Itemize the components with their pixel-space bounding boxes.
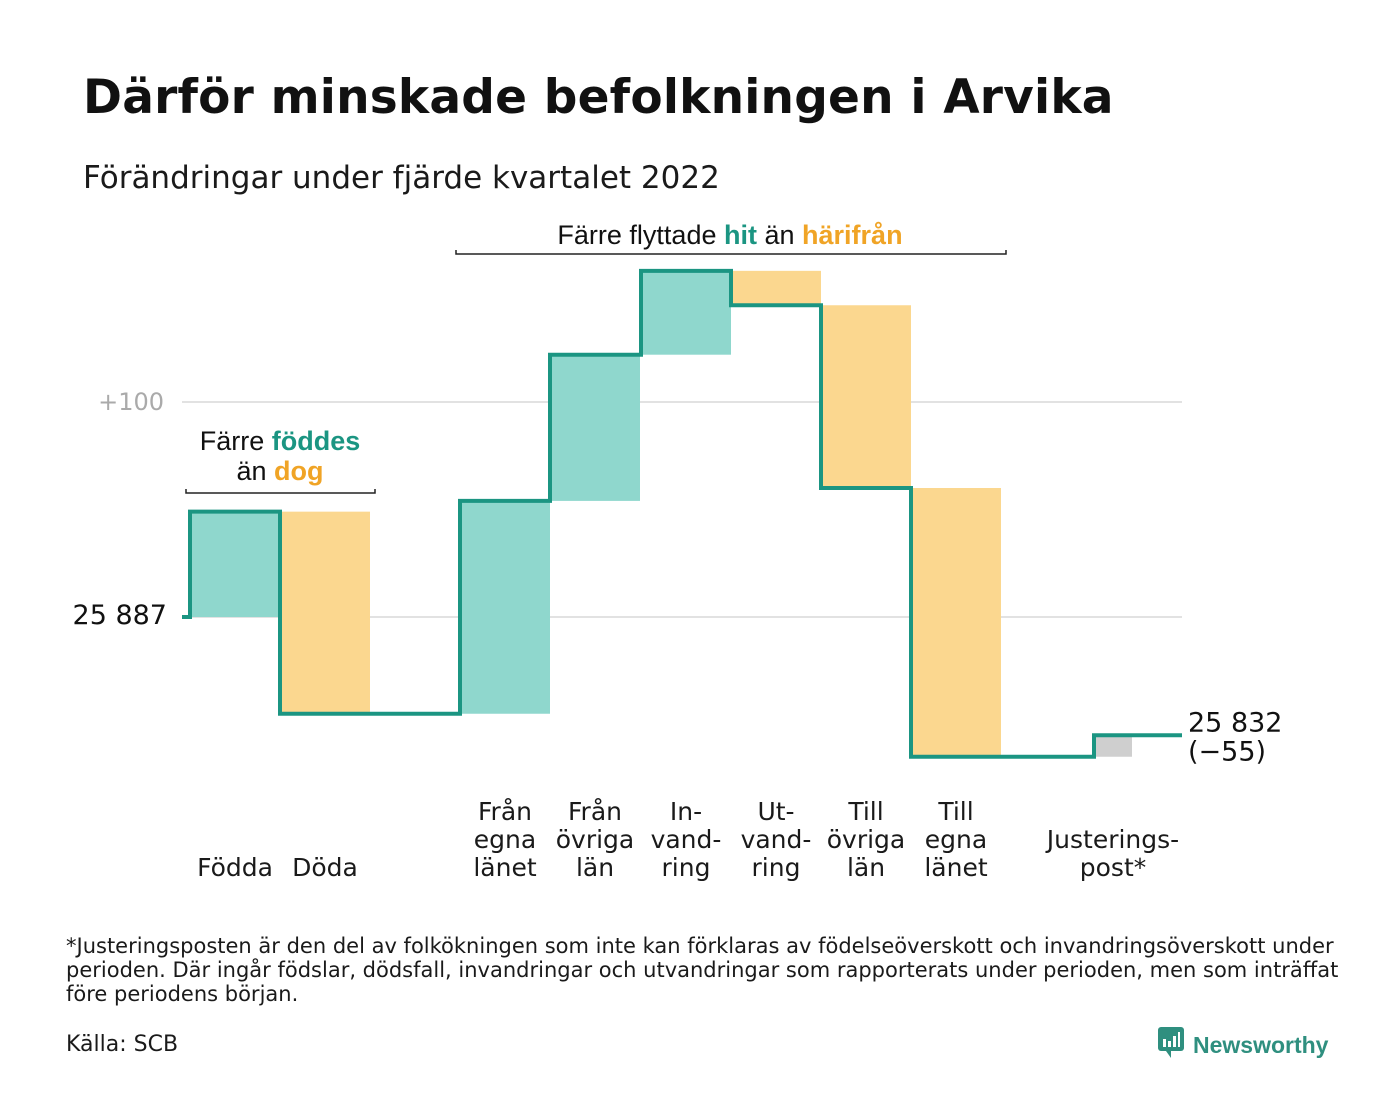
annotation-moves-decrease: härifrån	[802, 220, 903, 250]
bar-3	[460, 500, 550, 714]
category-label-4: Från	[568, 797, 622, 826]
newsworthy-logo-icon	[1158, 1027, 1184, 1063]
category-label-6: ring	[752, 853, 801, 882]
category-label-3: egna	[474, 825, 536, 854]
category-label-9: Justerings-	[1045, 825, 1179, 854]
chart-subtitle: Förändringar under fjärde kvartalet 2022	[83, 160, 720, 196]
annotation-births-line-1: Färre föddes	[200, 426, 361, 456]
annotation-births-line-2: än dog	[236, 456, 323, 486]
category-label-8: Till	[937, 797, 973, 826]
annotation-moves-plain: än	[757, 220, 802, 250]
chart-title: Därför minskade befolkningen i Arvika	[83, 70, 1114, 125]
source-note: Källa: SCB	[66, 1032, 179, 1057]
annotation-moves-plain: Färre flyttade	[557, 220, 724, 250]
category-label-6: Ut-	[757, 797, 794, 826]
end-change-label: (−55)	[1188, 736, 1266, 767]
annotation-births-plain: än	[236, 456, 274, 486]
category-label-6: vand-	[741, 825, 812, 854]
tick-label-plus-100: +100	[98, 388, 164, 416]
category-label-9: post*	[1080, 853, 1147, 882]
footnote: *Justeringsposten är den del av folkökni…	[66, 934, 1339, 1006]
bracket-births	[185, 489, 376, 494]
bar-8	[911, 488, 1001, 757]
category-label-2: Döda	[292, 853, 358, 882]
annotation-moves-line-1: Färre flyttade hit än härifrån	[557, 220, 902, 250]
category-label-7: Till	[847, 797, 883, 826]
brand: Newsworthy	[1158, 1027, 1328, 1063]
category-label-1: Födda	[197, 853, 273, 882]
start-value-label: 25 887	[73, 600, 167, 631]
bar-4	[550, 354, 640, 501]
category-label-3: Från	[478, 797, 532, 826]
bar-9	[1094, 735, 1132, 757]
annotation-births-plain: Färre	[200, 426, 272, 456]
category-label-3: länet	[473, 853, 536, 882]
category-label-5: In-	[670, 797, 702, 826]
bar-6	[731, 270, 821, 306]
category-label-4: län	[576, 853, 614, 882]
category-label-5: vand-	[651, 825, 722, 854]
bar-5	[641, 270, 731, 355]
annotation-births-decrease: dog	[274, 456, 323, 486]
bracket-moves	[455, 250, 1007, 255]
category-label-8: egna	[925, 825, 987, 854]
bar-1	[190, 511, 280, 617]
brand-name: Newsworthy	[1193, 1031, 1329, 1058]
category-label-7: län	[847, 853, 885, 882]
annotation-moves-increase: hit	[724, 220, 757, 250]
cumulative-step-line	[182, 268, 1182, 759]
bar-7	[821, 305, 911, 488]
category-label-7: övriga	[827, 825, 906, 854]
category-label-8: länet	[924, 853, 987, 882]
bar-2	[280, 511, 370, 714]
category-label-4: övriga	[556, 825, 635, 854]
category-label-5: ring	[662, 853, 711, 882]
end-value-label: 25 832	[1188, 707, 1282, 738]
annotation-births-increase: föddes	[272, 426, 361, 456]
